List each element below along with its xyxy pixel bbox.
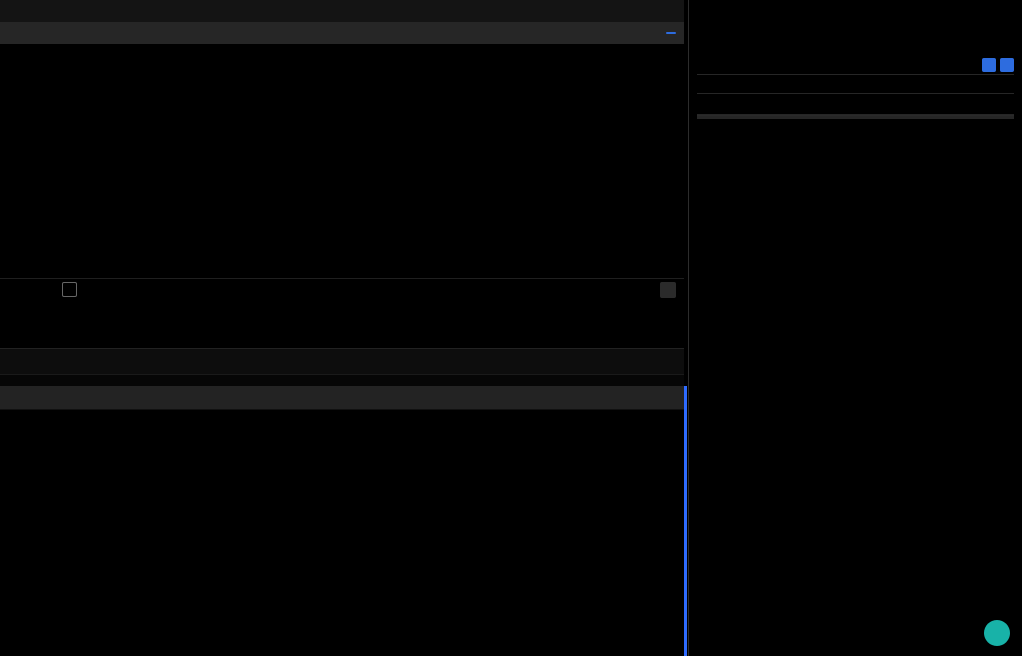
- constituents-table-body: [0, 410, 684, 656]
- indicator-tabs: [0, 348, 684, 374]
- chart-pane: [0, 0, 684, 656]
- floating-action-button[interactable]: [984, 620, 1010, 646]
- ask-levels: [697, 114, 1014, 115]
- quote-info-row: [697, 56, 1014, 74]
- edit-icon[interactable]: [982, 58, 996, 72]
- constituents-table-header: [0, 386, 684, 410]
- nav-trend-row: [697, 74, 1014, 94]
- tick-list: [697, 118, 1014, 656]
- scrollbar[interactable]: [684, 386, 687, 656]
- book-divider: [697, 115, 1014, 116]
- quote-stats: [697, 116, 1014, 117]
- collapse-strip[interactable]: [0, 374, 684, 386]
- intraday-chart: [0, 44, 684, 262]
- indicator-panel: [0, 278, 684, 349]
- quote-icons: [978, 58, 1014, 72]
- help-icon[interactable]: [62, 282, 77, 297]
- close-icon[interactable]: [660, 282, 676, 298]
- chart-info-bar: [0, 22, 684, 44]
- weibi-row: [697, 94, 1014, 114]
- alert-icon[interactable]: [1000, 58, 1014, 72]
- time-axis: [0, 262, 684, 278]
- wp-badge[interactable]: [666, 32, 676, 34]
- indicator-header: [62, 282, 91, 297]
- quote-panel: [688, 0, 1022, 656]
- quote-header: [697, 0, 1014, 22]
- toolbar: [0, 0, 684, 22]
- price-row: [697, 22, 1014, 56]
- etf-stats: [697, 117, 1014, 118]
- liangbi-chart: [0, 279, 684, 349]
